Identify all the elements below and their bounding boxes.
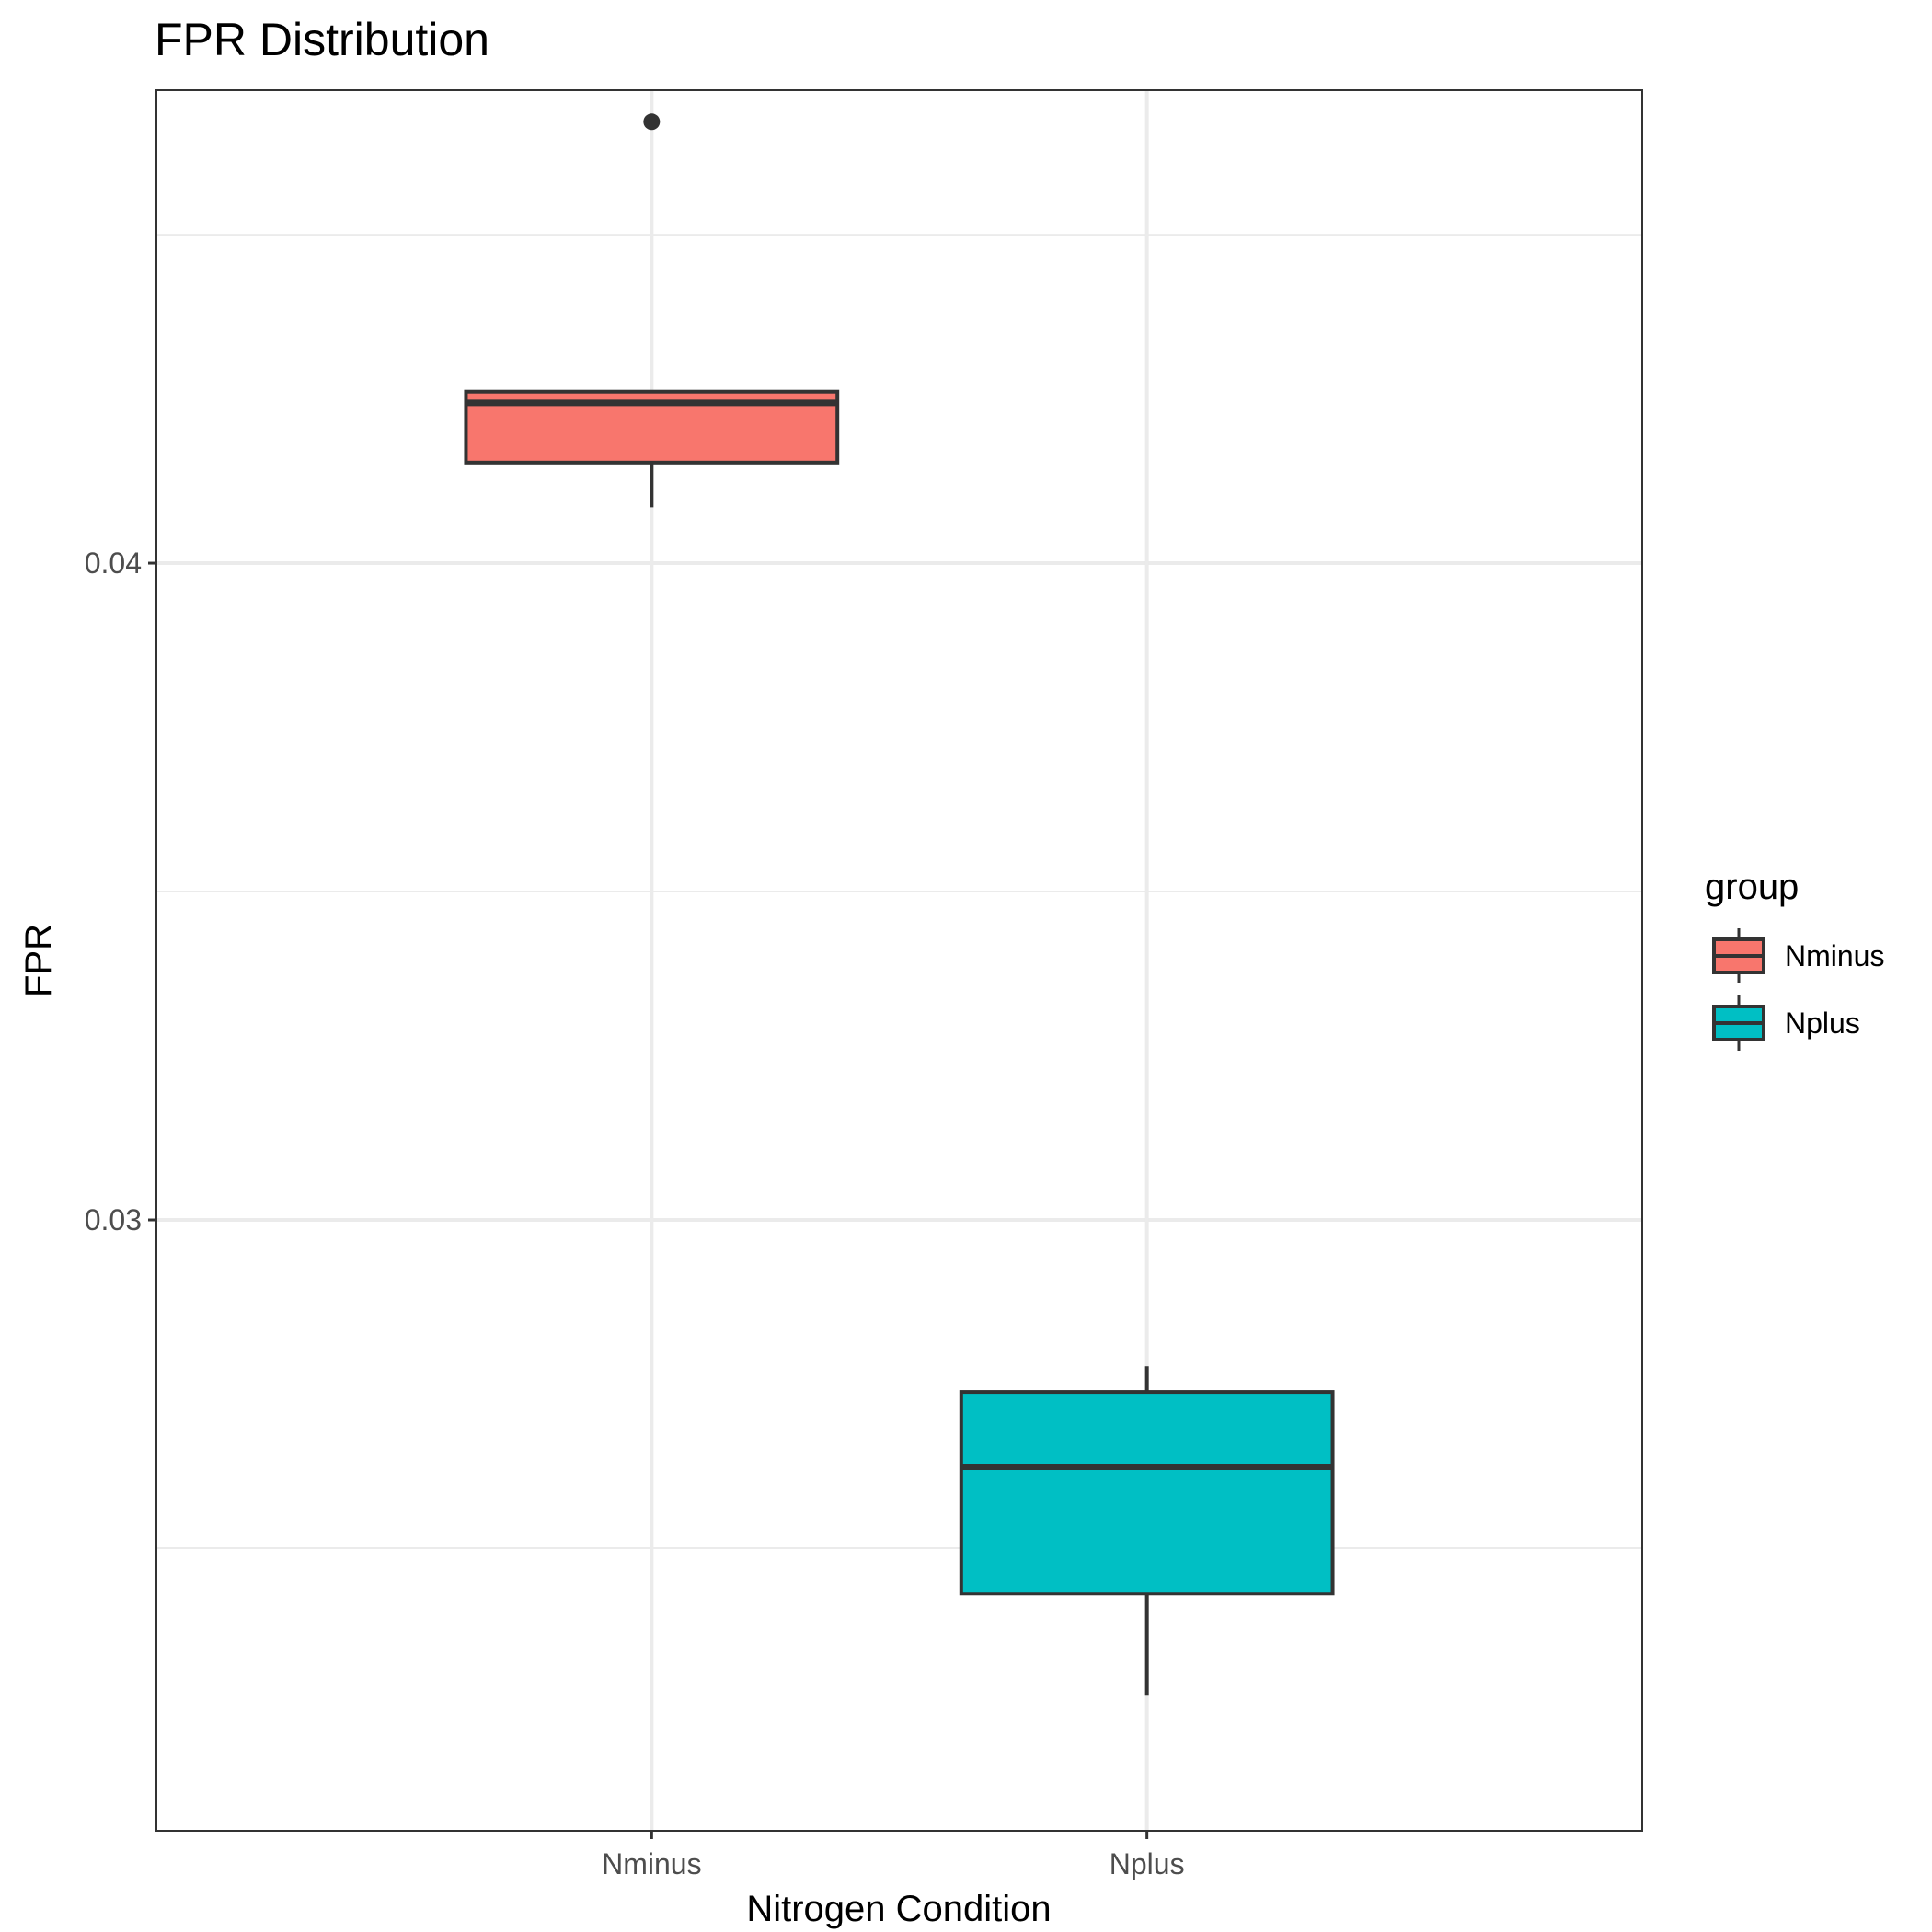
box-layer [464,113,1335,1696]
legend-label-nminus: Nminus [1785,939,1884,972]
chart-title: FPR Distribution [155,14,489,65]
y-tick-label: 0.04 [85,546,142,580]
box-nminus [464,113,840,508]
legend-title: group [1705,867,1799,907]
legend: group Nminus Nplus [1705,867,1884,1051]
legend-item-nminus: Nminus [1712,928,1884,983]
x-tick-label: Nplus [1110,1847,1185,1880]
x-axis-title: Nitrogen Condition [746,1889,1051,1929]
plot-area [155,89,1643,1832]
panel-border [155,89,1643,1832]
legend-label-nplus: Nplus [1785,1006,1860,1040]
x-axis: Nminus Nplus [602,1831,1185,1880]
outlier-point-nminus [643,113,661,131]
legend-items: Nminus Nplus [1712,928,1884,1051]
grid-layer [156,90,1642,1831]
y-axis: 0.03 0.04 [85,546,156,1236]
x-tick-label: Nminus [602,1847,701,1880]
legend-item-nplus: Nplus [1712,995,1860,1051]
box-body-nplus [959,1390,1335,1596]
y-axis-title: FPR [18,924,59,997]
panel-background [156,90,1642,1831]
y-tick-label: 0.03 [85,1203,142,1236]
box-nplus [959,1366,1335,1696]
